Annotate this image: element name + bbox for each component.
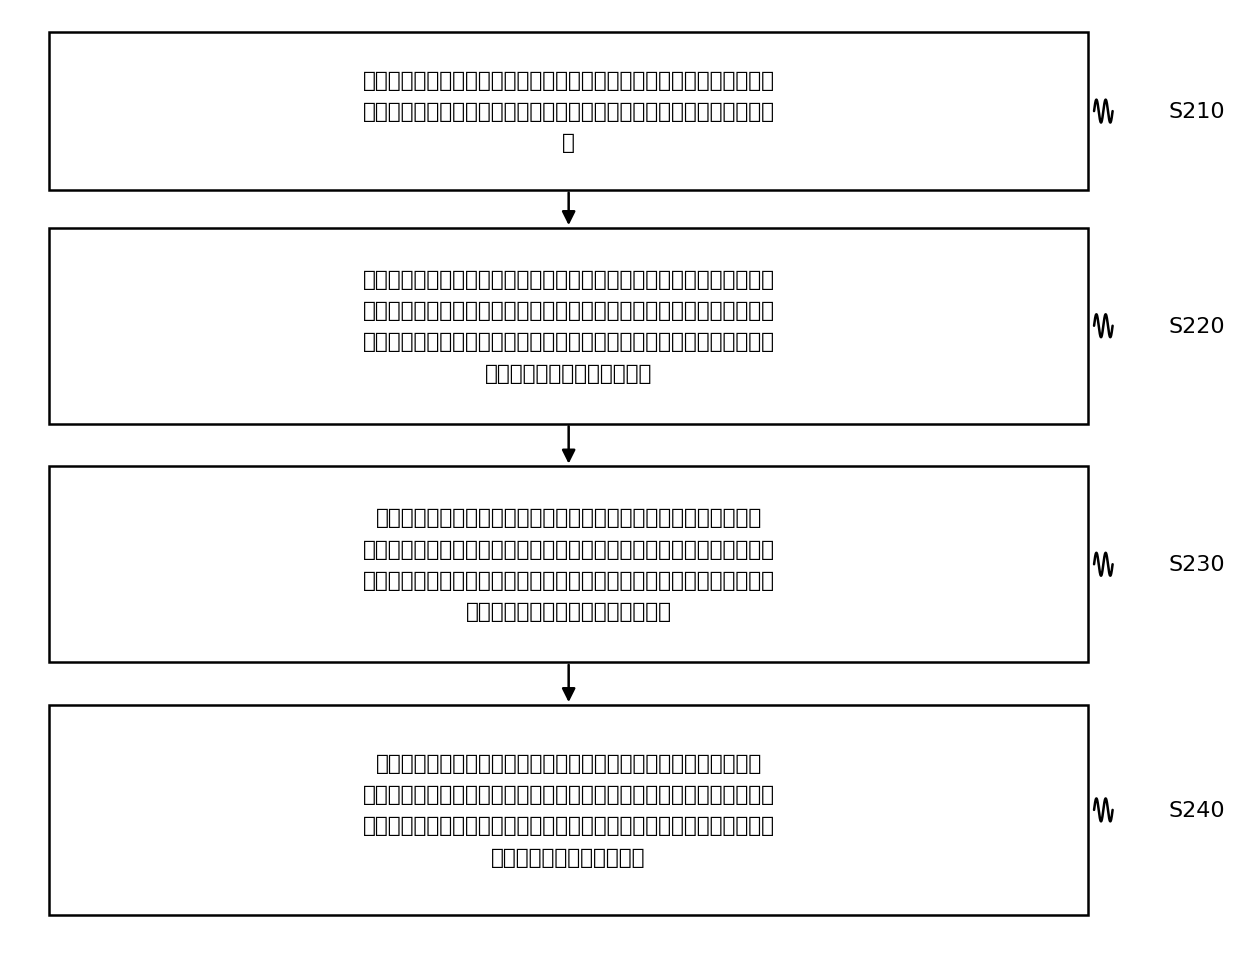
Text: 将多幅所述初步配准样本图像作为多幅当前配准样本图像，重复执行
上述选取基准样本图像进行图像配准得到平均腔室边缘的操作，直至确定
出目标配准样本图像的平均腔室边缘: 将多幅所述初步配准样本图像作为多幅当前配准样本图像，重复执行 上述选取基准样本图… — [362, 753, 775, 867]
FancyBboxPatch shape — [50, 229, 1087, 424]
Text: S230: S230 — [1168, 555, 1225, 575]
FancyBboxPatch shape — [50, 705, 1087, 915]
Text: S240: S240 — [1168, 801, 1225, 820]
Text: S220: S220 — [1168, 316, 1225, 336]
Text: 获取多幅历史心脏图像作为多个当前配准样本图像，并对所述当前配准样
本中的关键信息进行标记，其中，所述关键信息包括心脏的各实际腔室边
缘: 获取多幅历史心脏图像作为多个当前配准样本图像，并对所述当前配准样 本中的关键信息… — [362, 71, 775, 153]
Text: 从多幅当前配准样本图像中选取一幅所述当前配准样本图像作为基准样本
图像，将其余各所述当前配准样本图像作为待配准样本图像，分别根据所
述关键信息将所述基准样本图像: 从多幅当前配准样本图像中选取一幅所述当前配准样本图像作为基准样本 图像，将其余各… — [362, 270, 775, 383]
Text: 对所述初步配准样本图像中的各实际腔室边缘进行网格化处理，得到
至少一个实际腔室边缘网格点，并根据所述初步配准样本图像中所述基准
样本图像与所述待配准样本图像的各: 对所述初步配准样本图像中的各实际腔室边缘进行网格化处理，得到 至少一个实际腔室边… — [362, 508, 775, 621]
Text: S210: S210 — [1168, 102, 1225, 122]
FancyBboxPatch shape — [50, 33, 1087, 191]
FancyBboxPatch shape — [50, 467, 1087, 662]
